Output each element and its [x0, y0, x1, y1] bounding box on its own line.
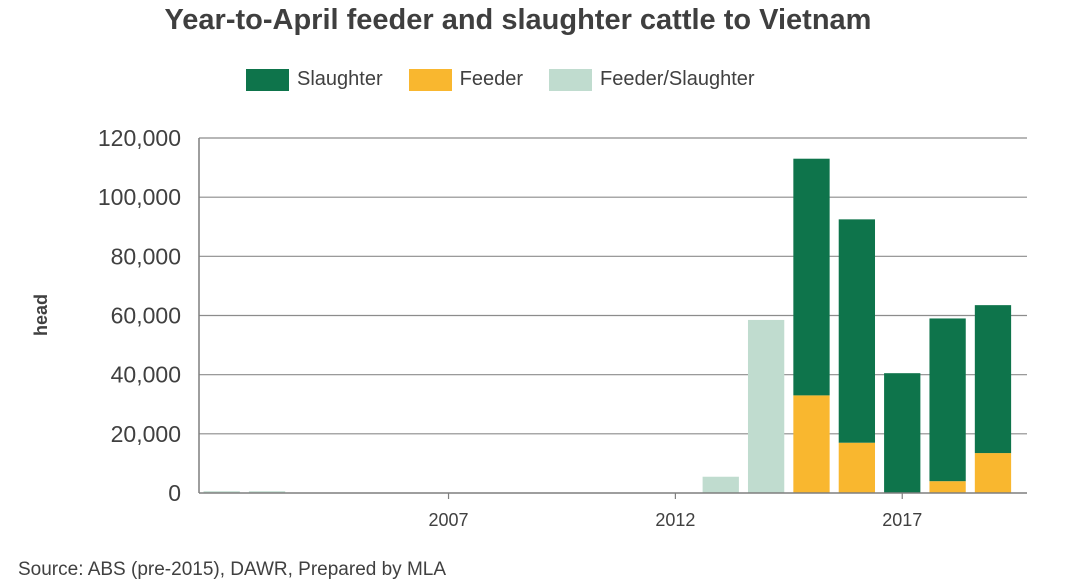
bar-feeder-slaughter-2013 — [702, 476, 739, 493]
legend-swatch-slaughter — [246, 68, 289, 91]
bar-slaughter-2017 — [884, 373, 921, 493]
x-tick-label: 2017 — [882, 510, 922, 530]
bar-feeder-2015 — [793, 395, 830, 493]
y-tick-label: 120,000 — [98, 125, 181, 151]
y-tick-label: 0 — [168, 480, 181, 506]
y-tick-label: 100,000 — [98, 184, 181, 210]
legend-swatch-feeder-slaughter — [549, 68, 592, 91]
bar-slaughter-2018 — [929, 318, 966, 482]
chart-title: Year-to-April feeder and slaughter cattl… — [164, 4, 872, 36]
bar-feeder-2018 — [929, 481, 966, 493]
x-tick-label: 2012 — [655, 510, 695, 530]
legend-swatch-feeder — [408, 68, 452, 91]
legend-item-slaughter: Slaughter — [246, 68, 383, 91]
source-note: Source: ABS (pre-2015), DAWR, Prepared b… — [18, 559, 447, 580]
bar-feeder-2019 — [974, 453, 1012, 493]
bar-slaughter-2016 — [838, 219, 876, 443]
legend-label-slaughter: Slaughter — [297, 68, 383, 90]
y-tick-label: 80,000 — [111, 243, 181, 269]
bars — [203, 158, 1012, 493]
bar-feeder-2016 — [838, 442, 876, 493]
legend-label-feeder-slaughter: Feeder/Slaughter — [600, 68, 755, 90]
legend-item-feeder: Feeder — [408, 68, 523, 91]
y-tick-label: 20,000 — [111, 421, 181, 447]
y-tick-label: 40,000 — [111, 362, 181, 388]
bar-slaughter-2015 — [793, 158, 830, 396]
x-tick-labels: 2007 2012 2017 — [429, 493, 922, 530]
legend-label-feeder: Feeder — [459, 68, 523, 90]
x-tick-label: 2007 — [429, 510, 469, 530]
bar-feeder-slaughter-2003 — [248, 491, 286, 493]
bar-slaughter-2019 — [974, 305, 1012, 454]
chart-legend: Slaughter Feeder Feeder/Slaughter — [246, 68, 781, 91]
y-tick-labels: 0 20,000 40,000 60,000 80,000 100,000 120,000 — [98, 125, 181, 506]
bar-feeder-slaughter-2002 — [203, 491, 240, 493]
bar-feeder-slaughter-2014 — [747, 319, 785, 493]
y-axis-label: head — [31, 294, 51, 336]
legend-item-feeder-slaughter: Feeder/Slaughter — [549, 68, 755, 91]
y-tick-label: 60,000 — [111, 303, 181, 329]
